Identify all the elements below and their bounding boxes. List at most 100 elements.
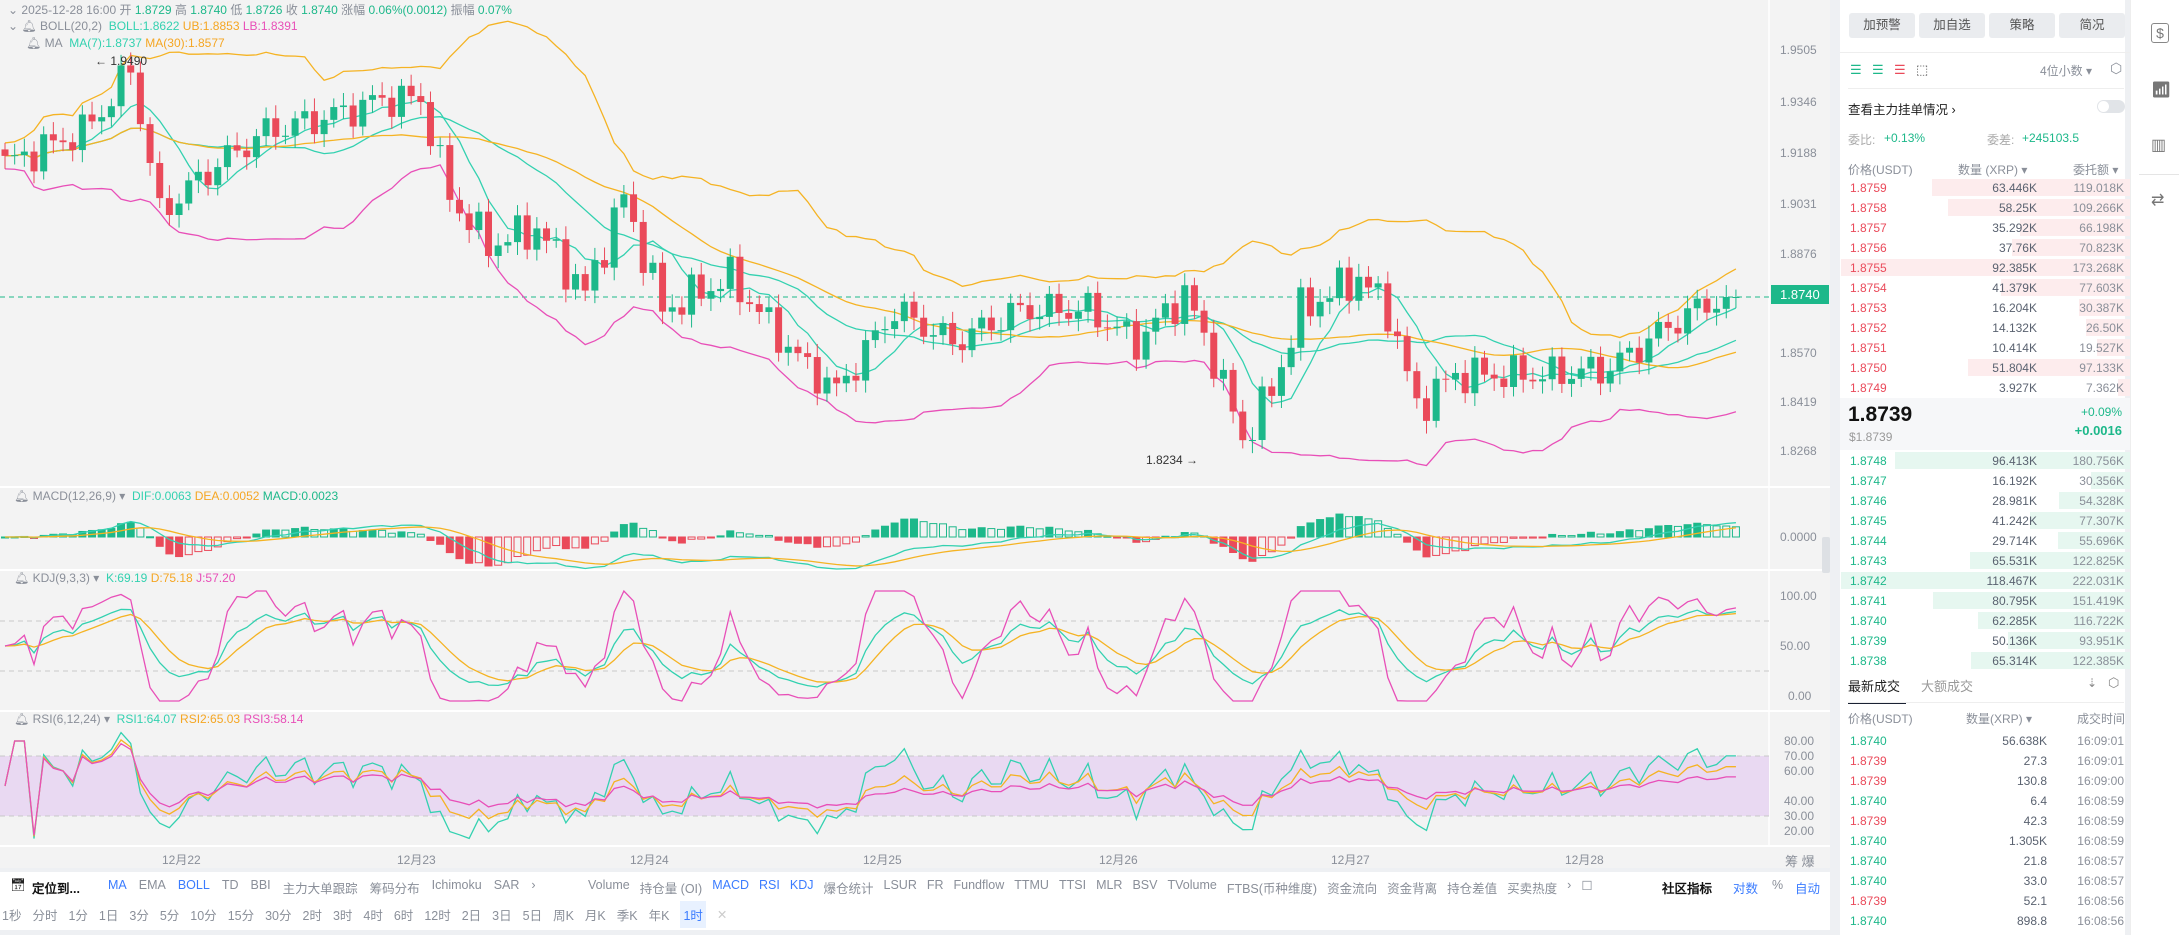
timeframe-19[interactable]: 季K xyxy=(616,908,638,923)
sub-indicator-5[interactable]: 爆仓统计 xyxy=(823,882,874,896)
collapse-panel-handle[interactable] xyxy=(1822,537,1830,573)
collapse-icon[interactable]: ⌄ xyxy=(8,19,19,33)
auto-scale-button[interactable]: 自动 xyxy=(1795,882,1821,896)
collapse-icon[interactable]: ⌄ xyxy=(8,3,19,17)
calendar-icon[interactable]: 📅︎ xyxy=(10,878,26,892)
sub-indicator-6[interactable]: LSUR xyxy=(883,878,917,892)
panel-button-2[interactable]: 策略 xyxy=(1989,13,2055,38)
panel-button-1[interactable]: 加自选 xyxy=(1919,13,1985,38)
timeframe-11[interactable]: 4时 xyxy=(363,908,383,923)
timeframe-17[interactable]: 周K xyxy=(553,908,574,923)
book-view-both-icon[interactable]: ☰ xyxy=(1850,62,1862,77)
ask-row[interactable]: 1.8755 92.385K 173.268K xyxy=(1840,258,2130,278)
sub-indicator-2[interactable]: MACD xyxy=(712,878,750,892)
main-indicator-3[interactable]: TD xyxy=(221,878,239,892)
ask-row[interactable]: 1.8754 41.379K 77.603K xyxy=(1840,278,2130,298)
sub-indicator-1[interactable]: 持仓量 (OI) xyxy=(639,882,703,896)
community-indicators[interactable]: 社区指标 xyxy=(1662,882,1713,896)
sub-indicator-18[interactable]: 买卖热度 xyxy=(1507,882,1558,896)
bid-row[interactable]: 1.8738 65.314K 122.385K xyxy=(1840,651,2130,671)
monitor-chart-icon[interactable]: ▥ xyxy=(2151,137,2167,154)
sub-indicator-0[interactable]: Volume xyxy=(588,878,630,892)
more-main-chevron-icon[interactable]: › xyxy=(531,878,536,892)
dollar-doc-icon[interactable]: $ xyxy=(2151,23,2169,43)
tab-large-trades[interactable]: 大额成交 xyxy=(1921,679,1974,694)
ask-row[interactable]: 1.8757 35.292K 66.198K xyxy=(1840,218,2130,238)
timeframe-5[interactable]: 5分 xyxy=(159,908,180,923)
timeframe-7[interactable]: 15分 xyxy=(227,908,255,923)
main-orders-toggle[interactable] xyxy=(2097,100,2125,113)
timeframe-4[interactable]: 3分 xyxy=(129,908,149,923)
main-indicator-7[interactable]: Ichimoku xyxy=(431,878,482,892)
tab-latest-trades[interactable]: 最新成交 xyxy=(1848,679,1901,694)
main-orders-link[interactable]: 查看主力挂单情况 › xyxy=(1848,103,1956,117)
book-expand-icon[interactable]: ⬚ xyxy=(1916,62,1929,77)
timeframe-9[interactable]: 2时 xyxy=(302,908,322,923)
timeframe-16[interactable]: 5日 xyxy=(522,908,543,923)
locate-button[interactable]: 定位到... xyxy=(32,882,80,896)
bid-row[interactable]: 1.8740 62.285K 116.722K xyxy=(1840,611,2130,631)
bid-row[interactable]: 1.8747 16.192K 30.356K xyxy=(1840,471,2130,491)
sub-indicator-17[interactable]: 持仓差值 xyxy=(1447,882,1498,896)
timeframe-0[interactable]: 1秒 xyxy=(2,908,22,923)
log-scale-button[interactable]: 对数 xyxy=(1733,882,1759,896)
ask-row[interactable]: 1.8753 16.204K 30.387K xyxy=(1840,298,2130,318)
ask-row[interactable]: 1.8751 10.414K 19.527K xyxy=(1840,338,2130,358)
timeframe-13[interactable]: 12时 xyxy=(424,908,451,923)
edit-icon[interactable]: ☐ xyxy=(1581,879,1593,893)
sub-indicator-7[interactable]: FR xyxy=(926,878,944,892)
settings-icon[interactable]: ⬡ xyxy=(2108,675,2120,690)
sub-indicator-11[interactable]: MLR xyxy=(1096,878,1123,892)
main-indicator-4[interactable]: BBI xyxy=(250,878,271,892)
sub-indicator-16[interactable]: 资金背离 xyxy=(1387,882,1438,896)
bid-row[interactable]: 1.8748 96.413K 180.756K xyxy=(1840,451,2130,471)
settings-icon[interactable]: ⬡ xyxy=(2110,60,2123,76)
col-amount[interactable]: 委托额 ▾ xyxy=(2073,163,2119,177)
timeframe-10[interactable]: 3时 xyxy=(332,908,353,923)
bid-row[interactable]: 1.8744 29.714K 55.696K xyxy=(1840,531,2130,551)
timeframe-3[interactable]: 1日 xyxy=(98,908,119,923)
timeframe-20[interactable]: 年K xyxy=(648,908,670,923)
ask-row[interactable]: 1.8749 3.927K 7.362K xyxy=(1840,378,2130,398)
percent-scale-button[interactable]: % xyxy=(1772,878,1784,892)
sub-indicator-10[interactable]: TTSI xyxy=(1058,878,1087,892)
bell-icon[interactable]: 🔔︎ xyxy=(26,36,42,50)
main-indicator-5[interactable]: 主力大单跟踪 xyxy=(282,882,358,896)
bell-icon[interactable]: 🔔︎ xyxy=(21,19,37,33)
chart-canvas[interactable] xyxy=(0,0,1830,868)
timeframe-8[interactable]: 30分 xyxy=(265,908,292,923)
book-view-bids-icon[interactable]: ☰ xyxy=(1872,62,1884,77)
timeframe-6[interactable]: 10分 xyxy=(190,908,217,923)
bid-row[interactable]: 1.8741 80.795K 151.419K xyxy=(1840,591,2130,611)
col-qty[interactable]: 数量 (XRP) ▾ xyxy=(1958,163,2028,177)
bid-row[interactable]: 1.8742 118.467K 222.031K xyxy=(1840,571,2130,591)
main-indicator-8[interactable]: SAR xyxy=(493,878,520,892)
bid-row[interactable]: 1.8739 50.136K 93.951K xyxy=(1840,631,2130,651)
sort-icon[interactable]: ⇣ xyxy=(2087,676,2098,690)
more-sub-chevron-icon[interactable]: › xyxy=(1567,878,1572,892)
ask-row[interactable]: 1.8750 51.804K 97.133K xyxy=(1840,358,2130,378)
close-timeframe-icon[interactable]: ✕ xyxy=(716,907,728,922)
sub-indicator-15[interactable]: 资金流向 xyxy=(1327,882,1378,896)
sub-indicator-9[interactable]: TTMU xyxy=(1014,878,1049,892)
timeframe-18[interactable]: 月K xyxy=(584,908,606,923)
col-trade-qty[interactable]: 数量(XRP) ▾ xyxy=(1966,712,2033,726)
main-indicator-1[interactable]: EMA xyxy=(138,878,166,892)
corner-toggles[interactable]: 筹 爆 xyxy=(1785,854,1815,869)
panel-button-0[interactable]: 加预警 xyxy=(1849,13,1915,38)
timeframe-21[interactable]: 1时 xyxy=(680,900,706,928)
decimals-select[interactable]: 4位小数 ▾ xyxy=(2040,64,2093,78)
timeframe-2[interactable]: 1分 xyxy=(68,908,88,923)
timeframe-15[interactable]: 3日 xyxy=(492,908,512,923)
ask-row[interactable]: 1.8759 63.446K 119.018K xyxy=(1840,178,2130,198)
timeframe-1[interactable]: 分时 xyxy=(32,908,58,923)
kline-chart[interactable]: ⌄ 2025-12-28 16:00 开 1.8729 高 1.8740 低 1… xyxy=(0,0,1830,869)
panel-button-3[interactable]: 简况 xyxy=(2059,13,2125,38)
timeframe-14[interactable]: 2日 xyxy=(461,908,482,923)
bid-row[interactable]: 1.8743 65.531K 122.825K xyxy=(1840,551,2130,571)
ask-row[interactable]: 1.8758 58.25K 109.266K xyxy=(1840,198,2130,218)
swap-icon[interactable]: ⇄ xyxy=(2151,192,2165,209)
bid-row[interactable]: 1.8746 28.981K 54.328K xyxy=(1840,491,2130,511)
sub-indicator-14[interactable]: FTBS(币种维度) xyxy=(1226,882,1318,896)
timeframe-12[interactable]: 6时 xyxy=(393,908,414,923)
